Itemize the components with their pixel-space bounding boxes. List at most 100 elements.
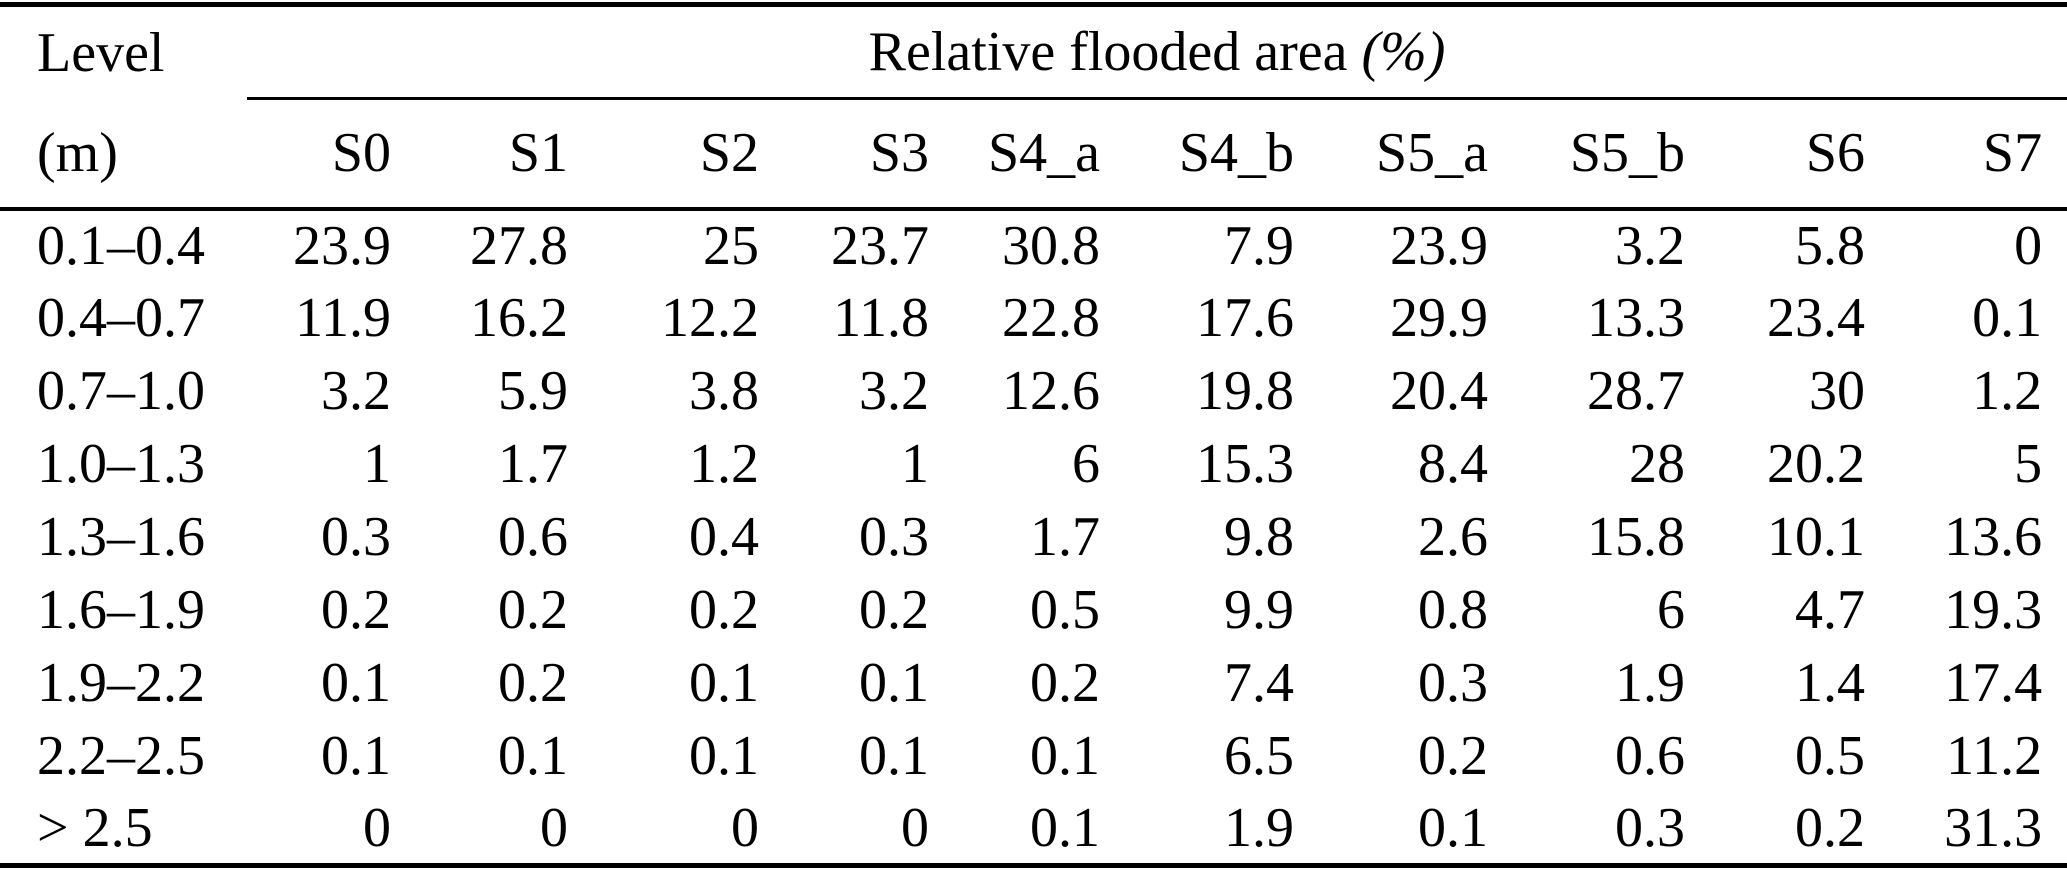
column-header-s2: S2 (699, 122, 759, 185)
value-cell: 3.8 (689, 360, 759, 422)
level-range-cell: 1.3–1.6 (37, 506, 205, 568)
value-cell: 23.9 (293, 215, 391, 277)
value-cell: 13.6 (1944, 506, 2043, 568)
column-header-s1: S1 (508, 122, 568, 185)
value-cell: 0.2 (1030, 652, 1100, 714)
value-cell: 3.2 (859, 360, 929, 422)
value-cell: 27.8 (470, 215, 568, 277)
value-cell: 28.7 (1587, 360, 1685, 422)
value-cell: 0.2 (321, 579, 391, 641)
value-cell: 17.4 (1944, 652, 2043, 714)
value-cell: 15.3 (1196, 433, 1294, 495)
value-cell: 23.9 (1390, 215, 1488, 277)
value-cell: 12.6 (1002, 360, 1100, 422)
value-cell: 0 (540, 796, 568, 859)
value-cell: 9.9 (1224, 579, 1294, 641)
value-cell: 29.9 (1390, 287, 1488, 349)
span-header: Relative flooded area (%) (247, 4, 2067, 100)
value-cell: 0.3 (321, 506, 391, 568)
value-cell: 6 (1072, 433, 1100, 495)
value-cell: 1.2 (689, 433, 759, 495)
value-cell: 30.8 (1002, 215, 1100, 277)
value-cell: 0.1 (859, 652, 929, 714)
value-cell: 11.8 (833, 287, 929, 349)
value-cell: 0.1 (1418, 796, 1488, 859)
level-header: Level (37, 21, 165, 84)
level-range-cell: 0.1–0.4 (37, 215, 205, 277)
value-cell: 8.4 (1418, 433, 1488, 495)
value-cell: 4.7 (1795, 579, 1865, 641)
table-row: 1.6–1.9 0.2 0.2 0.2 0.2 0.5 9.9 0.8 6 4.7 19.3 (0, 574, 2067, 647)
column-header-s4b: S4_b (1178, 122, 1294, 185)
value-cell: 30 (1809, 360, 1865, 422)
level-range-cell: 1.9–2.2 (37, 652, 205, 714)
value-cell: 15.8 (1587, 506, 1685, 568)
table-header-row-1: Level Relative flooded area (%) (0, 4, 2067, 100)
value-cell: 0.1 (321, 652, 391, 714)
value-cell: 5.9 (498, 360, 568, 422)
value-cell: 0 (363, 796, 391, 859)
value-cell: 1.4 (1795, 652, 1865, 714)
level-range-cell: 0.7–1.0 (37, 360, 205, 422)
value-cell: 16.2 (470, 287, 568, 349)
value-cell: 1 (363, 433, 391, 495)
value-cell: 13.3 (1587, 287, 1685, 349)
value-cell: 20.4 (1390, 360, 1488, 422)
value-cell: 0.2 (689, 579, 759, 641)
level-unit-header: (m) (37, 121, 118, 184)
value-cell: 20.2 (1767, 433, 1865, 495)
value-cell: 0.1 (1030, 725, 1100, 787)
value-cell: 0.3 (1418, 652, 1488, 714)
value-cell: 3.2 (1615, 215, 1685, 277)
value-cell: 1.2 (1972, 360, 2043, 422)
value-cell: 1.9 (1615, 652, 1685, 714)
value-cell: 0.4 (689, 506, 759, 568)
value-cell: 0.1 (1972, 287, 2043, 349)
column-header-s6: S6 (1805, 122, 1865, 185)
value-cell: 31.3 (1944, 796, 2043, 859)
value-cell: 7.9 (1224, 215, 1294, 277)
value-cell: 0.6 (1615, 725, 1685, 787)
value-cell: 0.1 (321, 725, 391, 787)
level-range-cell: 1.6–1.9 (37, 579, 205, 641)
value-cell: 1.9 (1224, 796, 1294, 859)
value-cell: 10.1 (1767, 506, 1865, 568)
table-row: 0.1–0.4 23.9 27.8 25 23.7 30.8 7.9 23.9 3.2 5.8 0 (0, 209, 2067, 282)
value-cell: 0.5 (1030, 579, 1100, 641)
column-header-s3: S3 (869, 122, 929, 185)
value-cell: 0.1 (498, 725, 568, 787)
value-cell: 3.2 (321, 360, 391, 422)
value-cell: 28 (1629, 433, 1685, 495)
level-range-cell: 2.2–2.5 (37, 725, 205, 787)
value-cell: 5 (2014, 433, 2043, 495)
value-cell: 0.2 (498, 579, 568, 641)
value-cell: 0.6 (498, 506, 568, 568)
value-cell: 9.8 (1224, 506, 1294, 568)
table-row: 1.3–1.6 0.3 0.6 0.4 0.3 1.7 9.8 2.6 15.8 10.1 13.6 (0, 501, 2067, 574)
value-cell: 11.9 (295, 287, 391, 349)
value-cell: 12.2 (661, 287, 759, 349)
value-cell: 23.4 (1767, 287, 1865, 349)
table-header-row-2: (m) S0 S1 S2 S3 S4_a S4_b S5_a S5_b S6 S… (0, 99, 2067, 209)
value-cell: 0.8 (1418, 579, 1488, 641)
value-cell: 0 (901, 796, 929, 859)
column-header-s5a: S5_a (1376, 122, 1488, 185)
table-body: 0.1–0.4 23.9 27.8 25 23.7 30.8 7.9 23.9 3.2 5.8 0 0… (0, 209, 2067, 866)
value-cell: 23.7 (831, 215, 929, 277)
value-cell: 6 (1657, 579, 1685, 641)
value-cell: 1.7 (498, 433, 568, 495)
table-row: 0.4–0.7 11.9 16.2 12.2 11.8 22.8 17.6 29.9 13.3 2… (0, 282, 2067, 355)
value-cell: 0.1 (689, 725, 759, 787)
value-cell: 19.8 (1196, 360, 1294, 422)
table-row: > 2.5 0 0 0 0 0.1 1.9 0.1 0.3 0.2 31.3 (0, 793, 2067, 866)
value-cell: 5.8 (1795, 215, 1865, 277)
table-row: 1.9–2.2 0.1 0.2 0.1 0.1 0.2 7.4 0.3 1.9 1.4 17.4 (0, 647, 2067, 720)
table-header: Level Relative flooded area (%) (m) S0 S… (0, 4, 2067, 209)
value-cell: 1 (901, 433, 929, 495)
value-cell: 0.1 (859, 725, 929, 787)
column-header-s7: S7 (1982, 122, 2043, 185)
value-cell: 0 (2014, 215, 2043, 277)
level-range-cell: > 2.5 (37, 796, 153, 859)
value-cell: 22.8 (1002, 287, 1100, 349)
